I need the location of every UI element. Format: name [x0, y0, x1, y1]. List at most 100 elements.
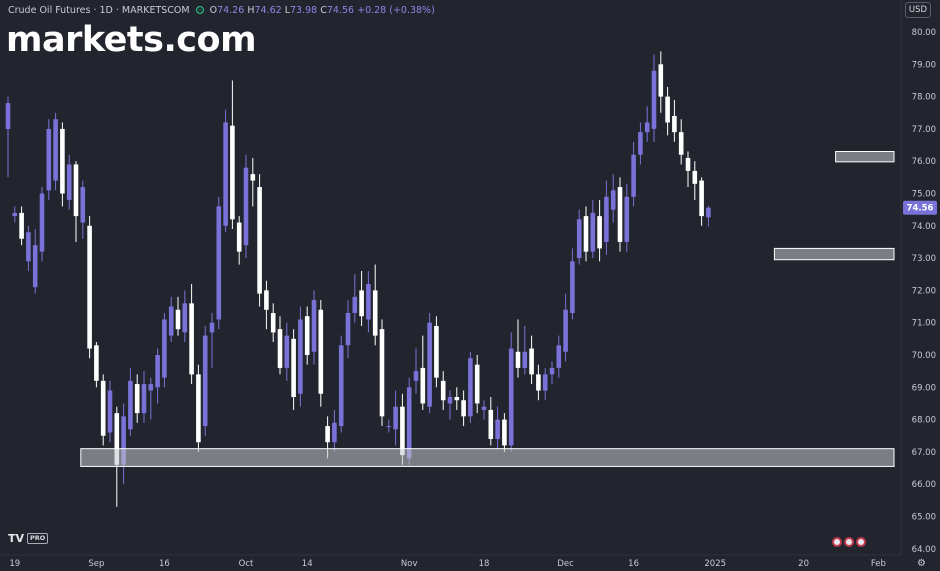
candle	[284, 322, 290, 381]
candle	[692, 161, 698, 200]
candle	[678, 119, 684, 165]
candle	[26, 225, 31, 272]
candle-body	[468, 358, 473, 417]
candle-body	[66, 164, 72, 200]
change-value: +0.28 (+0.38%)	[357, 4, 435, 16]
candle	[393, 390, 398, 446]
y-tick-label: 64.00	[912, 545, 936, 555]
candle	[474, 355, 480, 414]
event-markers[interactable]	[832, 537, 866, 547]
candle-body	[100, 380, 106, 436]
us-flag-icon[interactable]	[832, 537, 842, 547]
x-tick-label: 20	[798, 559, 809, 569]
candle-body	[706, 207, 711, 218]
candle-body	[529, 348, 534, 375]
candle	[665, 86, 670, 136]
last-price-label: 74.56	[907, 204, 934, 214]
candle-body	[5, 103, 11, 129]
candle	[298, 306, 303, 407]
candle	[597, 199, 602, 262]
candle	[230, 80, 235, 230]
candle-body	[73, 164, 79, 217]
candle	[461, 390, 466, 427]
candle-body	[345, 313, 351, 346]
candle	[434, 316, 439, 388]
candle-body	[658, 64, 664, 97]
candle	[386, 419, 392, 433]
candle-body	[128, 380, 133, 430]
y-tick-label: 78.00	[912, 93, 936, 103]
candle-body	[638, 132, 643, 155]
candle	[447, 390, 453, 420]
candle	[155, 348, 160, 404]
candle	[481, 400, 487, 420]
candle-body	[576, 219, 582, 259]
candle-body	[440, 380, 446, 401]
candle-body	[298, 319, 303, 394]
candle-body	[19, 212, 24, 239]
candle	[270, 303, 276, 343]
open-value: 74.26	[217, 4, 245, 16]
tradingview-watermark[interactable]: TV PRO	[8, 532, 49, 545]
candle	[372, 264, 378, 346]
us-flag-icon[interactable]	[856, 537, 866, 547]
symbol-title[interactable]: Crude Oil Futures · 1D · MARKETSCOM	[8, 4, 190, 16]
candle-body	[121, 416, 126, 465]
pro-badge: PRO	[27, 533, 49, 544]
support-resistance-zone[interactable]	[835, 151, 895, 163]
candle-body	[352, 296, 358, 314]
candle-body	[291, 338, 296, 397]
us-flag-icon[interactable]	[844, 537, 854, 547]
candle	[529, 335, 534, 385]
candle-body	[26, 232, 31, 262]
y-tick-label: 66.00	[912, 480, 936, 490]
currency-selector[interactable]: USD	[905, 2, 931, 18]
x-tick-label: Feb	[871, 559, 886, 569]
high-value: 74.62	[254, 4, 282, 16]
candle	[46, 119, 52, 200]
candle-body	[665, 96, 670, 123]
symbol-header[interactable]: Crude Oil Futures · 1D · MARKETSCOM O74.…	[8, 3, 435, 17]
candle-body	[182, 303, 188, 333]
x-tick-label: Sep	[88, 559, 104, 569]
candle-body	[570, 261, 575, 314]
candle-body	[141, 384, 147, 414]
candle-body	[556, 345, 562, 368]
candle-body	[196, 374, 201, 443]
candle	[291, 329, 296, 410]
support-resistance-zone[interactable]	[80, 448, 895, 467]
candle-body	[413, 371, 419, 381]
y-tick-label: 72.00	[912, 286, 936, 296]
candle	[672, 99, 677, 142]
candle	[440, 371, 446, 410]
candle-body	[264, 290, 269, 310]
candle	[583, 206, 589, 262]
support-resistance-zone[interactable]	[773, 247, 895, 261]
candle-body	[155, 355, 160, 388]
settings-gear-icon[interactable]: ⚙	[917, 558, 926, 569]
candle-body	[325, 426, 330, 443]
x-tick-label: 16	[628, 559, 639, 569]
candle	[121, 403, 126, 485]
candle	[542, 367, 548, 401]
candle	[563, 293, 568, 362]
candle-body	[372, 290, 378, 336]
candle-body	[236, 222, 242, 252]
last-price-marker: 74.56	[903, 200, 937, 215]
candle	[590, 199, 596, 259]
candle	[576, 209, 582, 265]
candle-body	[379, 329, 385, 417]
candle-body	[39, 193, 45, 252]
candle-body	[332, 422, 337, 443]
candle	[522, 325, 528, 375]
candle-body	[250, 174, 256, 181]
candle	[706, 205, 711, 227]
candle	[536, 364, 541, 401]
y-tick-label: 79.00	[912, 60, 936, 70]
candle-body	[427, 322, 432, 407]
candle	[100, 374, 106, 446]
candle	[604, 180, 609, 255]
candle-body	[46, 128, 52, 191]
y-tick-label: 75.00	[912, 190, 936, 200]
